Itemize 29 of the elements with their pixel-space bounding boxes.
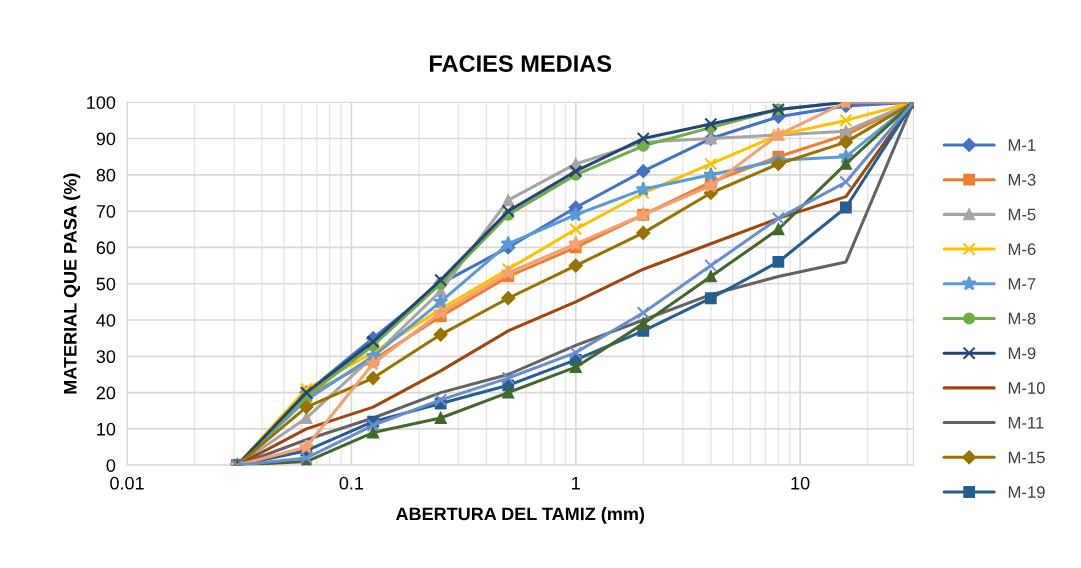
x-axis-title: ABERTURA DEL TAMIZ (mm) — [395, 507, 645, 524]
x-tick-label: 0.1 — [339, 476, 364, 490]
y-axis-title: MATERIAL QUE PASA (%) — [63, 173, 81, 394]
x-tick-label: 10 — [791, 476, 810, 490]
y-tick-label: 90 — [96, 132, 116, 146]
y-tick-label: 100 — [87, 96, 116, 109]
chart-title: FACIES MEDIAS — [429, 55, 612, 72]
legend-label: M-5 — [1008, 208, 1036, 221]
legend-label: M-7 — [1008, 278, 1036, 290]
legend-label: M-19 — [1008, 486, 1045, 498]
y-tick-label: 40 — [96, 313, 116, 327]
legend-label: M-6 — [1008, 243, 1036, 256]
y-tick-label: 0 — [106, 459, 116, 472]
y-tick-label: 10 — [97, 422, 116, 436]
y-tick-label: 60 — [96, 241, 116, 255]
y-tick-label: 30 — [96, 350, 116, 364]
y-tick-label: 70 — [96, 205, 116, 218]
x-tick-label: 0.01 — [110, 476, 144, 490]
legend-label: M-10 — [1008, 382, 1045, 394]
legend-label: M-3 — [1008, 173, 1036, 186]
legend-label: M-1 — [1008, 139, 1036, 151]
x-tick-label: 1 — [572, 476, 580, 490]
y-tick-label: 20 — [96, 386, 116, 400]
legend-label: M-8 — [1008, 312, 1036, 325]
legend-label: M-11 — [1008, 416, 1044, 429]
legend-label: M-9 — [1008, 347, 1036, 360]
y-tick-label: 80 — [96, 168, 116, 182]
y-tick-label: 50 — [96, 277, 116, 291]
legend-label: M-15 — [1008, 451, 1045, 464]
